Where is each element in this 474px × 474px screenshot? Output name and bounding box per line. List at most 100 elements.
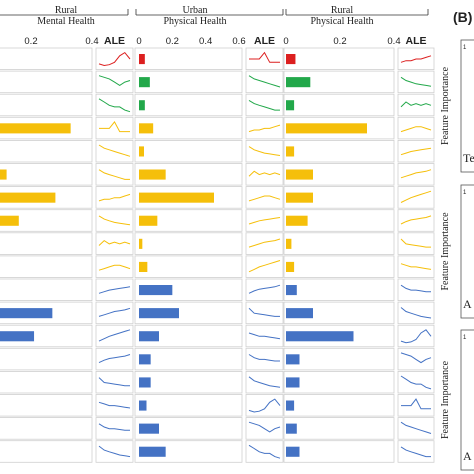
- bar-cell-frame: [0, 324, 93, 348]
- bar: [0, 215, 19, 226]
- bar: [286, 331, 354, 342]
- ale-line: [400, 147, 432, 156]
- bar-cell-frame: [283, 417, 395, 440]
- bar: [139, 331, 159, 342]
- ale-line: [248, 376, 281, 388]
- panel-title-line2: Mental Health: [37, 16, 94, 27]
- bar-cell-frame: [134, 232, 243, 255]
- bar: [139, 400, 147, 411]
- ale-line: [248, 284, 281, 294]
- x-tick-label: 0: [283, 36, 288, 47]
- panel-b-subplot-frame: [460, 39, 474, 173]
- ale-line: [248, 260, 281, 273]
- ale-line: [98, 98, 131, 113]
- bar: [0, 123, 71, 134]
- ale-label: ALE: [104, 35, 125, 47]
- panel-b-cut-text: A: [463, 449, 472, 463]
- ale-cell-frame: [397, 347, 435, 371]
- bar-cell-frame: [0, 370, 93, 394]
- ale-cell-frame: [95, 93, 134, 117]
- ale-line: [248, 354, 280, 362]
- bar-cell-frame: [283, 186, 395, 209]
- ale-cell-frame: [397, 209, 435, 232]
- bar: [0, 308, 53, 319]
- bar-cell-frame: [0, 70, 93, 94]
- ale-line: [400, 307, 432, 319]
- bar: [0, 192, 56, 203]
- bar-cell-frame: [283, 394, 395, 417]
- bar-cell-frame: [134, 93, 243, 117]
- bar: [139, 54, 145, 65]
- ale-line: [248, 238, 281, 248]
- bar-cell-frame: [0, 301, 93, 325]
- ale-cell-frame: [95, 324, 134, 348]
- ale-line: [98, 401, 131, 409]
- ale-line: [401, 398, 431, 410]
- ale-line: [98, 193, 131, 202]
- ale-line: [98, 445, 131, 458]
- x-tick-label: 0.4: [85, 36, 98, 47]
- ale-line: [400, 375, 432, 390]
- ale-line: [248, 75, 281, 88]
- ale-cell-frame: [95, 255, 134, 278]
- bar: [139, 215, 158, 226]
- ale-cell-frame: [245, 47, 284, 71]
- ale-cell-frame: [245, 440, 284, 463]
- ale-cell-frame: [397, 70, 435, 94]
- bar-cell-frame: [134, 394, 243, 417]
- bar: [286, 285, 297, 296]
- bar-cell-frame: [0, 163, 93, 186]
- bar-cell-frame: [134, 139, 243, 163]
- bar: [139, 77, 150, 88]
- panel-b-ylabel: Feature Importance: [440, 360, 451, 439]
- panel-b: (B) Feature Importance Te 1 Feature Importa…: [440, 9, 474, 471]
- bar-cell-frame: [134, 301, 243, 325]
- ale-line: [98, 264, 131, 271]
- bar: [286, 100, 295, 111]
- ale-line: [248, 124, 281, 133]
- panel-b-ylabel: Feature Importance: [440, 66, 451, 145]
- bar: [139, 423, 159, 434]
- bar-cell-frame: [283, 209, 395, 232]
- bar: [139, 123, 154, 134]
- ale-line: [400, 329, 432, 344]
- ale-cell-frame: [95, 163, 134, 186]
- ale-line: [248, 195, 281, 202]
- bar: [286, 146, 295, 157]
- bar: [286, 54, 296, 65]
- panel-b-cut-text: A: [463, 297, 472, 311]
- bar: [286, 238, 292, 249]
- ale-line: [400, 190, 432, 203]
- ale-cell-frame: [397, 186, 435, 209]
- ale-line: [400, 55, 432, 63]
- ale-label: ALE: [406, 35, 427, 47]
- bar-cell-frame: [0, 255, 93, 278]
- panel-2: [134, 47, 284, 463]
- panel-b-cut-text: Te: [463, 151, 474, 165]
- ale-cell-frame: [245, 370, 284, 394]
- bar-cell-frame: [283, 116, 395, 140]
- bar-cell-frame: [283, 163, 395, 186]
- ale-cell-frame: [95, 347, 134, 371]
- ale-cell-frame: [95, 440, 134, 463]
- ale-line: [98, 286, 131, 294]
- bar-cell-frame: [0, 209, 93, 232]
- ale-cell-frame: [95, 116, 134, 140]
- ale-cell-frame: [95, 186, 134, 209]
- ale-cell-frame: [245, 93, 284, 117]
- ale-line: [400, 421, 432, 434]
- panel-3: [283, 47, 435, 463]
- bar-cell-frame: [134, 116, 243, 140]
- bar-cell-frame: [283, 93, 395, 117]
- bar: [139, 285, 173, 296]
- bar-cell-frame: [0, 116, 93, 140]
- panel-b-tick-fragment: 1: [463, 335, 467, 341]
- chart-panels: [0, 47, 435, 463]
- bar-cell-frame: [283, 47, 395, 71]
- ale-label: ALE: [254, 35, 275, 47]
- bar: [139, 261, 148, 272]
- bar: [139, 192, 214, 203]
- bar: [286, 215, 308, 226]
- panel-title-line2: Physical Health: [310, 16, 373, 27]
- ale-line: [248, 217, 281, 225]
